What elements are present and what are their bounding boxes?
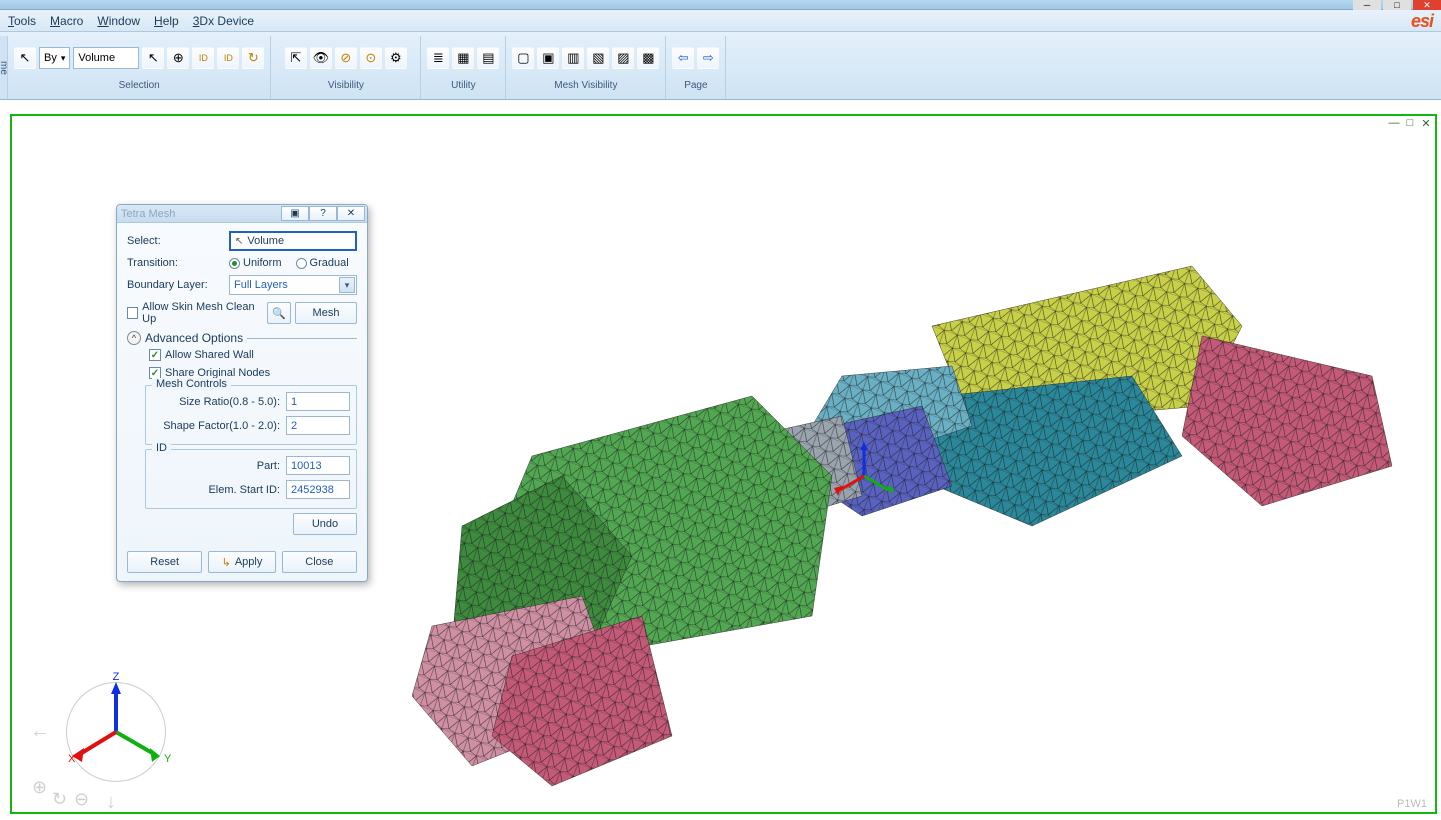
pointer2-icon[interactable]: ↖	[142, 47, 164, 69]
window-close-button[interactable]: ✕	[1413, 0, 1441, 10]
part-label: Part:	[257, 460, 280, 472]
group-page: ⇦ ⇨ Page	[666, 36, 726, 99]
group-utility: ≣ ▦ ▤ Utility	[421, 36, 506, 99]
radio-uniform[interactable]: Uniform	[229, 257, 282, 269]
allow-skin-checkbox[interactable]: Allow Skin Mesh Clean Up	[127, 301, 261, 325]
vp-close-icon[interactable]: ✕	[1419, 116, 1433, 130]
util-grid2-icon[interactable]: ▤	[477, 47, 499, 69]
cursor-icon: ↖	[235, 236, 243, 247]
vis-gear-icon[interactable]: ⚙	[385, 47, 407, 69]
vis-hide-icon[interactable]: ⊘	[335, 47, 357, 69]
zoom-out-icon[interactable]: ⊖	[74, 789, 89, 810]
boundary-dropdown[interactable]: Full Layers▾	[229, 275, 357, 295]
id-legend: ID	[152, 442, 171, 454]
axis-z-label: Z	[113, 672, 120, 683]
nav-left-icon[interactable]: ←	[30, 720, 50, 743]
collapse-icon: ^	[127, 331, 141, 345]
part-input[interactable]	[286, 456, 350, 475]
volume-combo[interactable]: Volume	[73, 47, 139, 69]
mv-6-icon[interactable]: ▩	[637, 47, 659, 69]
shape-factor-label: Shape Factor(1.0 - 2.0):	[163, 420, 280, 432]
tetra-mesh-dialog: Tetra Mesh ▣ ? ✕ Select: ↖ Volume Transi…	[116, 204, 368, 582]
dialog-titlebar[interactable]: Tetra Mesh ▣ ? ✕	[117, 205, 367, 223]
select-volume-field[interactable]: ↖ Volume	[229, 231, 357, 251]
apply-button[interactable]: ↳Apply	[208, 551, 275, 573]
menu-macro[interactable]: Macro	[50, 14, 83, 28]
elem-start-label: Elem. Start ID:	[208, 484, 280, 496]
dialog-close-icon[interactable]: ✕	[337, 206, 365, 221]
allow-shared-checkbox[interactable]: ✓Allow Shared Wall	[149, 349, 254, 361]
axis-x-label: X	[68, 753, 76, 765]
mv-1-icon[interactable]: ▢	[512, 47, 534, 69]
vis-eye-icon[interactable]: 👁	[310, 47, 332, 69]
menu-bar: Tools Macro Window Help 3Dx Device esi	[0, 10, 1441, 32]
vis-ptr-icon[interactable]: ⇱	[285, 47, 307, 69]
axis-y-label: Y	[164, 753, 172, 765]
select-value: Volume	[247, 235, 284, 247]
ribbon: me ↖ By▾ Volume ↖ ⊕ ID ID ↻ Selection ⇱ …	[0, 32, 1441, 100]
group-mesh-visibility: ▢ ▣ ▥ ▧ ▨ ▩ Mesh Visibility	[506, 36, 666, 99]
mv-2-icon[interactable]: ▣	[537, 47, 559, 69]
chevron-down-icon: ▾	[339, 277, 355, 293]
window-maximize-button[interactable]: □	[1383, 0, 1411, 10]
mv-3-icon[interactable]: ▥	[562, 47, 584, 69]
dialog-title: Tetra Mesh	[121, 208, 175, 220]
dialog-pin-icon[interactable]: ▣	[281, 206, 309, 221]
pointer-icon[interactable]: ↖	[14, 47, 36, 69]
group-selection: ↖ By▾ Volume ↖ ⊕ ID ID ↻ Selection	[8, 36, 271, 99]
vp-maximize-icon[interactable]: □	[1403, 116, 1417, 130]
selection-label: Selection	[14, 80, 264, 91]
id-fieldset: ID Part: Elem. Start ID:	[145, 449, 357, 509]
mv-4-icon[interactable]: ▧	[587, 47, 609, 69]
titlebar-strip: ─ □ ✕	[0, 0, 1441, 10]
select-label: Select:	[127, 235, 223, 247]
close-button[interactable]: Close	[282, 551, 357, 573]
mesh-controls-fieldset: Mesh Controls Size Ratio(0.8 - 5.0): Sha…	[145, 385, 357, 445]
menu-help[interactable]: Help	[154, 14, 179, 28]
elem-start-input[interactable]	[286, 480, 350, 499]
sel-refresh-icon[interactable]: ↻	[242, 47, 264, 69]
by-combo[interactable]: By▾	[39, 47, 70, 69]
page-prev-icon[interactable]: ⇦	[672, 47, 694, 69]
page-next-icon[interactable]: ⇨	[697, 47, 719, 69]
group-visibility: ⇱ 👁 ⊘ ⊙ ⚙ Visibility	[271, 36, 421, 99]
mesh-button[interactable]: Mesh	[295, 302, 357, 324]
util-grid-icon[interactable]: ▦	[452, 47, 474, 69]
rotate-icon[interactable]: ↻	[52, 789, 67, 810]
sel-add-icon[interactable]: ⊕	[167, 47, 189, 69]
menu-window[interactable]: Window	[97, 14, 140, 28]
radio-gradual[interactable]: Gradual	[296, 257, 349, 269]
mesh-controls-legend: Mesh Controls	[152, 378, 231, 390]
mesh-visibility-label: Mesh Visibility	[512, 80, 659, 91]
sel-id2-icon[interactable]: ID	[217, 47, 239, 69]
undo-button[interactable]: Undo	[293, 513, 357, 535]
menu-3dx[interactable]: 3Dx Device	[193, 14, 254, 28]
utility-label: Utility	[427, 80, 499, 91]
mv-5-icon[interactable]: ▨	[612, 47, 634, 69]
dialog-help-icon[interactable]: ?	[309, 206, 337, 221]
window-minimize-button[interactable]: ─	[1353, 0, 1381, 10]
sel-id1-icon[interactable]: ID	[192, 47, 214, 69]
shape-factor-input[interactable]	[286, 416, 350, 435]
mesh-preview-button[interactable]: 🔍	[267, 302, 291, 324]
advanced-options-toggle[interactable]: ^ Advanced Options	[127, 331, 357, 345]
transition-label: Transition:	[127, 257, 223, 269]
visibility-label: Visibility	[277, 80, 414, 91]
vp-minimize-icon[interactable]: —	[1387, 116, 1401, 130]
nav-down-icon[interactable]: ↓	[106, 791, 116, 814]
vis-show-icon[interactable]: ⊙	[360, 47, 382, 69]
axis-triad[interactable]: Z Y X ← ↓ ⊕ ↻ ⊖	[56, 672, 176, 792]
reset-button[interactable]: Reset	[127, 551, 202, 573]
mesh-model	[412, 196, 1412, 796]
esi-logo: esi	[1411, 11, 1433, 32]
size-ratio-input[interactable]	[286, 392, 350, 411]
page-label: Page	[672, 80, 719, 91]
ribbon-left-tab[interactable]: me	[0, 36, 8, 99]
boundary-label: Boundary Layer:	[127, 279, 223, 291]
zoom-in-icon[interactable]: ⊕	[32, 777, 47, 798]
viewport-id-label: P1W1	[1397, 798, 1427, 810]
size-ratio-label: Size Ratio(0.8 - 5.0):	[179, 396, 280, 408]
menu-tools[interactable]: Tools	[8, 14, 36, 28]
util-list-icon[interactable]: ≣	[427, 47, 449, 69]
